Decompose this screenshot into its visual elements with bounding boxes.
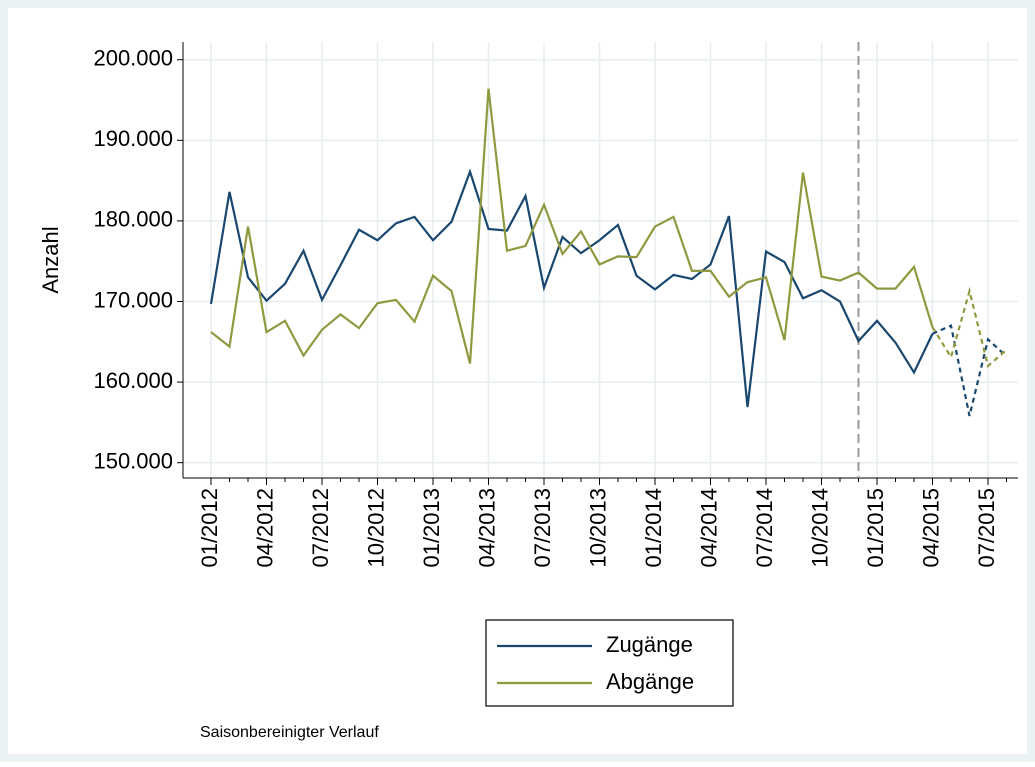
- y-tick-label: 170.000: [93, 287, 173, 312]
- x-tick-label: 10/2013: [585, 488, 610, 568]
- x-tick-label: 01/2012: [197, 488, 222, 568]
- x-tick-label: 10/2014: [807, 488, 832, 568]
- x-tick-label: 01/2013: [419, 488, 444, 568]
- x-tick-label: 10/2012: [363, 488, 388, 568]
- x-tick-label: 01/2015: [863, 488, 888, 568]
- x-tick-label: 07/2015: [974, 488, 999, 568]
- y-axis-label: Anzahl: [38, 226, 63, 293]
- plot-area: [183, 42, 1018, 478]
- y-tick-label: 190.000: [93, 126, 173, 151]
- x-tick-label: 04/2012: [252, 488, 277, 568]
- x-tick-label: 04/2015: [918, 488, 943, 568]
- x-tick-label: 07/2012: [308, 488, 333, 568]
- y-tick-label: 160.000: [93, 368, 173, 393]
- x-tick-label: 01/2014: [641, 488, 666, 568]
- y-tick-label: 180.000: [93, 207, 173, 232]
- series-line-projected: [931, 286, 1008, 368]
- legend-label: Zugänge: [606, 632, 693, 657]
- series-line: [210, 88, 934, 364]
- x-tick-label: 04/2014: [696, 488, 721, 568]
- x-tick-label: 07/2013: [530, 488, 555, 568]
- note: Saisonbereinigter Verlauf: [200, 724, 379, 741]
- legend-label: Abgänge: [606, 669, 694, 694]
- legend-box: [485, 619, 734, 707]
- series-line-projected: [932, 324, 1008, 417]
- x-tick-label: 07/2014: [752, 488, 777, 568]
- y-tick-label: 200.000: [93, 46, 173, 71]
- x-tick-label: 04/2013: [474, 488, 499, 568]
- series-line: [209, 168, 934, 408]
- y-tick-label: 150.000: [93, 449, 173, 474]
